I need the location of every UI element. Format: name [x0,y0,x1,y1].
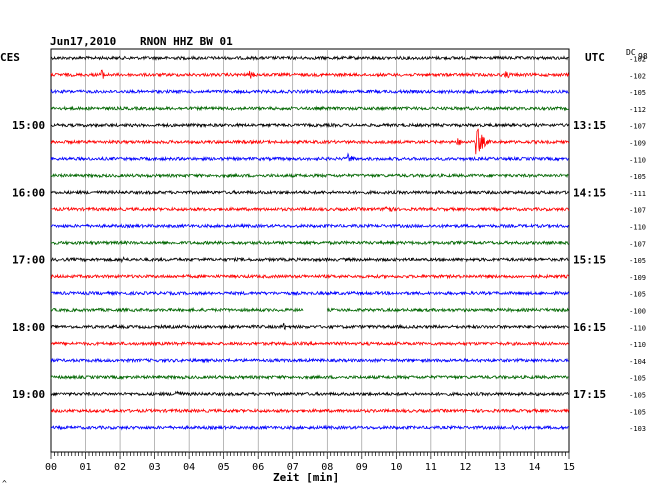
dc-offset-label: -105 [629,408,646,416]
trace-row [327,307,570,313]
trace-row [50,290,570,297]
trace-row [50,239,570,246]
dc-offset-label: -105 [629,89,646,97]
right-hour-label: 16:15 [573,321,606,334]
trace-row [50,256,570,264]
dc-offset-label: -109 [629,140,646,148]
dc-offset-label: -110 [629,224,646,232]
dc-offset-label: -112 [629,106,646,114]
header-station: RNON HHZ BW 01 [140,35,233,48]
left-hour-label: 17:00 [12,254,45,267]
left-hour-label: 15:00 [12,119,45,132]
trace-row [50,172,569,179]
corner-mark: ^ [2,479,7,488]
dc-offset-label: -103 [629,425,646,433]
trace-row [50,273,570,280]
trace-row [50,88,569,95]
trace-row [50,152,569,162]
x-tick-label: 14 [528,462,540,473]
x-tick-label: 11 [425,462,437,473]
trace-row [50,357,570,364]
trace-row [50,222,569,230]
trace-row [50,390,570,397]
x-tick-label: 02 [114,462,126,473]
x-tick-label: 10 [390,462,402,473]
x-tick-label: 09 [356,462,368,473]
right-hour-label: 13:15 [573,119,606,132]
left-hour-label: 16:00 [12,186,45,199]
left-timezone-label: CES [0,51,20,64]
x-tick-label: 05 [218,462,230,473]
left-hour-label: 18:00 [12,321,45,334]
dc-offset-label: -105 [629,392,646,400]
right-hour-label: 15:15 [573,254,606,267]
dc-offset-label: -105 [629,291,646,299]
x-tick-label: 15 [563,462,575,473]
x-axis-label: Zeit [min] [273,471,340,484]
dc-offset-label: -110 [629,324,646,332]
dc-offset-label: -100 [629,308,646,316]
x-tick-label: 13 [494,462,506,473]
left-hour-label: 19:00 [12,388,45,401]
right-hour-label: 17:15 [573,388,606,401]
trace-row [50,322,570,331]
x-tick-label: 12 [459,462,471,473]
dc-offset-label: -102 [629,72,646,80]
dc-offset-label: -105 [629,257,646,265]
dc-offset-label: -110 [629,341,646,349]
x-tick-label: 07 [287,462,299,473]
dc-offset-label: -109 [629,274,646,282]
x-tick-label: 03 [149,462,161,473]
trace-row [50,374,569,381]
dc-offset-label: -102 [629,56,646,64]
dc-offset-label: -111 [629,190,646,198]
trace-row [50,189,570,196]
trace-row [51,340,570,347]
dc-value: 98 [638,52,648,61]
right-hour-label: 14:15 [573,186,606,199]
dc-offset-label: -107 [629,207,646,215]
trace-row [50,206,570,213]
trace-row [50,306,304,313]
trace-row [50,122,570,129]
trace-row [50,128,570,155]
dc-label: DC [626,48,636,57]
dc-offset-label: -107 [629,123,646,131]
dc-offset-label: -105 [629,375,646,383]
trace-row [50,424,569,431]
trace-row [50,55,570,61]
trace-row [50,105,570,112]
dc-offset-label: -107 [629,240,646,248]
right-timezone-label: UTC [585,51,605,64]
x-tick-label: 01 [80,462,92,473]
x-tick-label: 08 [321,462,333,473]
dc-offset-label: -104 [629,358,646,366]
x-tick-label: 06 [252,462,264,473]
trace-row [50,407,570,414]
header-date: Jun17,2010 [50,35,117,48]
x-tick-label: 00 [45,462,57,473]
dc-offset-label: -105 [629,173,646,181]
dc-offset-label: -110 [629,156,646,164]
trace-row [50,69,570,79]
x-tick-label: 04 [183,462,195,473]
